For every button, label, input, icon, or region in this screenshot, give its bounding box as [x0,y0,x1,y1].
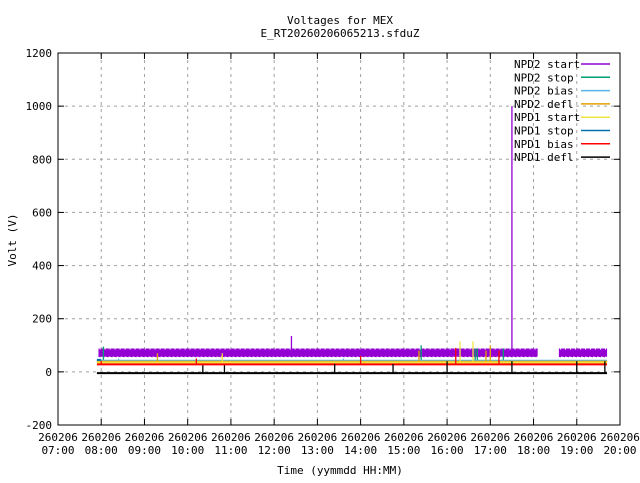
y-tick-label: 400 [32,260,52,273]
y-tick-label: 600 [32,206,52,219]
x-tick-date: 260206 [557,431,597,444]
legend-label: NPD2 start [514,58,580,71]
series-npd2-start [98,106,608,358]
x-tick-time: 09:00 [128,444,161,457]
x-tick-date: 260206 [298,431,338,444]
legend-label: NPD2 bias [514,85,574,98]
legend-label: NPD1 defl [514,151,574,164]
x-tick-date: 260206 [514,431,554,444]
x-tick-time: 11:00 [214,444,247,457]
x-tick-date: 260206 [125,431,165,444]
x-tick-date: 260206 [341,431,381,444]
legend-label: NPD2 defl [514,98,574,111]
series-npd1-start [96,341,608,364]
x-tick-time: 17:00 [474,444,507,457]
legend-label: NPD1 bias [514,138,574,151]
x-tick-date: 260206 [211,431,251,444]
legend-label: NPD1 start [514,111,580,124]
series-npd1-bias [96,347,608,366]
y-tick-label: 1000 [26,100,53,113]
y-tick-label: 800 [32,153,52,166]
x-tick-date: 260206 [254,431,294,444]
x-tick-time: 07:00 [41,444,74,457]
chart-title: Voltages for MEX [287,14,393,27]
x-tick-time: 08:00 [85,444,118,457]
y-tick-label: 0 [45,366,52,379]
y-tick-label: 1200 [26,47,53,60]
chart-subtitle: E_RT20260206065213.sfduZ [261,27,420,40]
legend-label: NPD2 stop [514,71,574,84]
y-axis-label: Volt (V) [6,214,19,267]
legend-label: NPD1 stop [514,125,574,138]
y-tick-label: -200 [26,419,53,432]
x-tick-date: 260206 [427,431,467,444]
x-tick-time: 16:00 [431,444,464,457]
x-tick-date: 260206 [384,431,424,444]
x-tick-time: 14:00 [344,444,377,457]
x-tick-date: 260206 [470,431,510,444]
band-mark [98,348,538,358]
band-mark [558,348,608,358]
x-tick-time: 12:00 [258,444,291,457]
x-tick-time: 15:00 [387,444,420,457]
y-tick-label: 200 [32,313,52,326]
x-tick-time: 20:00 [603,444,636,457]
x-axis-label: Time (yymmdd HH:MM) [277,464,403,477]
x-tick-date: 260206 [168,431,208,444]
plot-border [57,52,621,426]
series-npd2-bias [96,358,608,362]
series-npd1-defl [96,361,608,375]
x-tick-time: 19:00 [560,444,593,457]
x-tick-time: 18:00 [517,444,550,457]
x-tick-time: 10:00 [171,444,204,457]
x-tick-time: 13:00 [301,444,334,457]
x-tick-date: 260206 [38,431,78,444]
x-tick-date: 260206 [81,431,121,444]
x-tick-date: 260206 [600,431,640,444]
